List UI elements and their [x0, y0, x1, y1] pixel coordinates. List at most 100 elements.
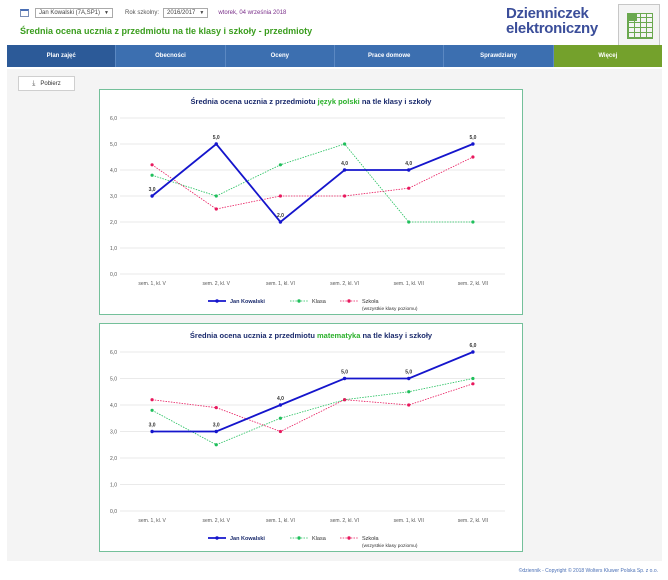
download-icon: ⤓ — [32, 79, 36, 87]
point-class — [214, 194, 218, 198]
y-tick-label: 5,0 — [110, 377, 117, 383]
y-tick-label: 2,0 — [110, 220, 117, 226]
y-tick-label: 3,0 — [110, 430, 117, 436]
point-class — [278, 416, 283, 420]
main-content: ⤓ Pobierz Średnia ocena ucznia z przedmi… — [7, 69, 662, 561]
point-school — [214, 406, 218, 410]
chart-math: Średnia ocena ucznia z przedmiotu matema… — [99, 323, 523, 552]
data-label: 3,0 — [149, 423, 156, 429]
point-class — [342, 142, 347, 146]
point-student — [214, 142, 218, 146]
point-student — [278, 220, 283, 224]
chart-polish: Średnia ocena ucznia z przedmiotu język … — [99, 89, 523, 315]
point-class — [278, 163, 283, 167]
data-label: 5,0 — [213, 135, 220, 141]
legend-label-student: Jan Kowalski — [230, 536, 265, 542]
legend-label-class: Klasa — [312, 299, 327, 305]
y-tick-label: 2,0 — [110, 456, 117, 462]
point-school — [342, 398, 347, 402]
nav-item-plan[interactable]: Plan zajęć — [7, 45, 117, 67]
x-tick-label: sem. 1, kl. V — [138, 518, 166, 524]
y-tick-label: 4,0 — [110, 168, 117, 174]
x-tick-label: sem. 1, kl. VI — [266, 281, 295, 287]
chevron-down-icon: ▼ — [199, 10, 205, 16]
series-line-student — [152, 351, 474, 433]
download-button[interactable]: ⤓ Pobierz — [18, 76, 75, 91]
logo-line-2: elektroniczny — [506, 20, 598, 37]
logo-line-1: Dzienniczek — [506, 5, 589, 22]
x-tick-label: sem. 2, kl. V — [202, 518, 230, 524]
main-nav: Plan zajęć Obecności Oceny Prace domowe … — [7, 45, 662, 67]
logo: Dzienniczek elektroniczny — [506, 4, 662, 46]
data-label: 6,0 — [469, 343, 476, 349]
chart-title-subject: język polski — [317, 97, 360, 106]
nav-item-grades[interactable]: Oceny — [225, 45, 335, 67]
calendar-icon — [20, 9, 29, 17]
point-student — [342, 376, 347, 381]
x-tick-label: sem. 1, kl. VI — [266, 518, 295, 524]
point-school — [214, 207, 218, 211]
point-school — [471, 155, 475, 159]
point-school — [342, 194, 347, 198]
y-tick-label: 6,0 — [110, 116, 117, 122]
student-select[interactable]: Jan Kowalski (7A,SP1) ▼ — [35, 8, 113, 18]
legend-marker-school — [347, 299, 351, 303]
gradebook-icon — [618, 4, 660, 46]
nav-item-more[interactable]: Więcej — [553, 45, 662, 67]
page-title: Średnia ocena ucznia z przedmiotu na tle… — [20, 26, 313, 36]
x-tick-label: sem. 2, kl. VI — [330, 281, 359, 287]
tab-icon — [627, 13, 637, 21]
chart-title: Średnia ocena ucznia z przedmiotu matema… — [190, 331, 433, 340]
y-tick-label: 4,0 — [110, 403, 117, 409]
x-tick-label: sem. 2, kl. VII — [458, 281, 488, 287]
chart-title-suffix: na tle klasy i szkoły — [360, 331, 433, 340]
x-tick-label: sem. 1, kl. VII — [394, 281, 424, 287]
x-tick-label: sem. 2, kl. VII — [458, 518, 488, 524]
nav-item-attendance[interactable]: Obecności — [116, 45, 226, 67]
point-school — [278, 429, 283, 434]
series-line-class — [151, 143, 473, 223]
nav-item-tests[interactable]: Sprawdziany — [444, 45, 554, 67]
point-student — [471, 142, 475, 146]
nav-item-homework[interactable]: Prace domowe — [334, 45, 445, 67]
point-school — [278, 194, 283, 198]
y-tick-label: 5,0 — [110, 142, 117, 148]
point-class — [471, 220, 475, 224]
point-class — [214, 443, 218, 447]
point-class — [150, 408, 154, 412]
data-label: 3,0 — [149, 187, 156, 193]
legend-marker-school — [347, 536, 351, 540]
point-class — [150, 173, 154, 177]
school-year-select[interactable]: 2016/2017 ▼ — [163, 8, 209, 18]
logo-text: Dzienniczek elektroniczny — [506, 6, 598, 36]
y-tick-label: 1,0 — [110, 246, 117, 252]
chevron-down-icon: ▼ — [104, 10, 109, 16]
legend-label-student: Jan Kowalski — [230, 299, 265, 305]
point-class — [407, 390, 411, 394]
legend-sublabel-school: (wszystkie klasy poziomu) — [362, 543, 418, 549]
data-label: 5,0 — [341, 370, 348, 376]
point-student — [150, 194, 154, 198]
point-school — [150, 398, 154, 402]
legend-sublabel-school: (wszystkie klasy poziomu) — [362, 306, 418, 312]
point-student — [278, 403, 283, 407]
data-label: 5,0 — [405, 370, 412, 376]
chart-title-suffix: na tle klasy i szkoły — [360, 97, 433, 106]
y-tick-label: 1,0 — [110, 483, 117, 489]
series-line-class — [151, 378, 473, 446]
data-label: 4,0 — [341, 161, 348, 167]
legend-marker-class — [297, 536, 301, 540]
school-year-label: Rok szkolny: — [124, 10, 159, 16]
current-date: wtorek, 04 września 2018 — [218, 10, 287, 16]
point-student — [342, 168, 347, 172]
x-tick-label: sem. 1, kl. VII — [394, 518, 424, 524]
point-school — [407, 403, 411, 407]
header: Jan Kowalski (7A,SP1) ▼ Rok szkolny: 201… — [0, 0, 668, 46]
legend-marker-student — [215, 536, 219, 540]
data-label: 4,0 — [277, 396, 284, 402]
legend-label-school: Szkoła — [362, 536, 379, 542]
point-class — [407, 220, 411, 224]
chart-polish-svg: Średnia ocena ucznia z przedmiotu język … — [110, 97, 505, 312]
top-bar: Jan Kowalski (7A,SP1) ▼ Rok szkolny: 201… — [20, 8, 286, 18]
series-line-student — [151, 142, 474, 224]
